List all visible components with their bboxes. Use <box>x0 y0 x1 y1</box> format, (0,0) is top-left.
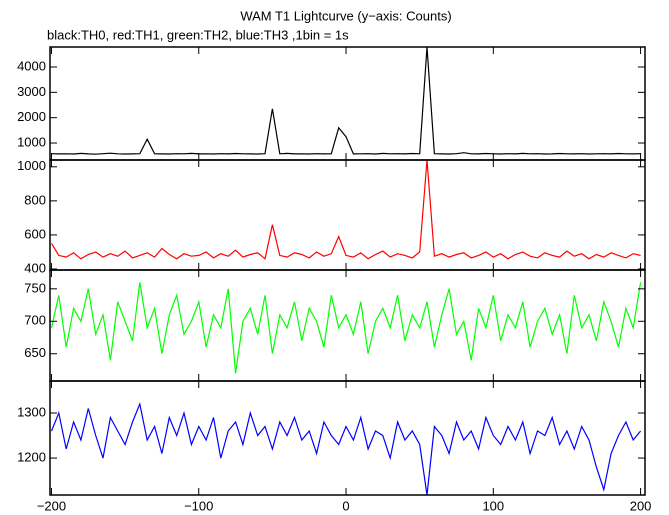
light-curve <box>50 159 641 260</box>
y-tick-label: 1200 <box>17 449 46 464</box>
y-tick-label: 4000 <box>17 58 46 73</box>
y-tick-label: 3000 <box>17 84 46 99</box>
chart-subtitle: black:TH0, red:TH1, green:TH2, blue:TH3 … <box>47 27 349 42</box>
x-tick-label: −200 <box>37 498 66 513</box>
y-tick-label: 800 <box>24 192 46 207</box>
y-tick-label: 650 <box>24 345 46 360</box>
panel-frame <box>49 46 646 161</box>
light-curve <box>50 282 642 374</box>
y-tick-label: 700 <box>24 313 46 328</box>
y-tick-label: 750 <box>24 280 46 295</box>
chart-title: WAM T1 Lightcurve (y−axis: Counts) <box>240 8 451 23</box>
panel-frame <box>49 380 646 496</box>
x-tick-label: 200 <box>630 498 652 513</box>
y-tick-label: 1300 <box>17 404 46 419</box>
light-curve <box>50 401 642 496</box>
x-tick-label: 0 <box>342 498 349 513</box>
y-tick-label: 400 <box>24 260 46 275</box>
light-curve <box>51 46 641 155</box>
x-tick-label: 100 <box>482 498 504 513</box>
y-tick-label: 1000 <box>17 158 46 173</box>
y-tick-label: 1000 <box>17 134 46 149</box>
x-tick-label: −100 <box>184 498 213 513</box>
y-tick-label: 600 <box>24 226 46 241</box>
y-tick-label: 2000 <box>17 109 46 124</box>
panel-frame <box>49 159 646 271</box>
